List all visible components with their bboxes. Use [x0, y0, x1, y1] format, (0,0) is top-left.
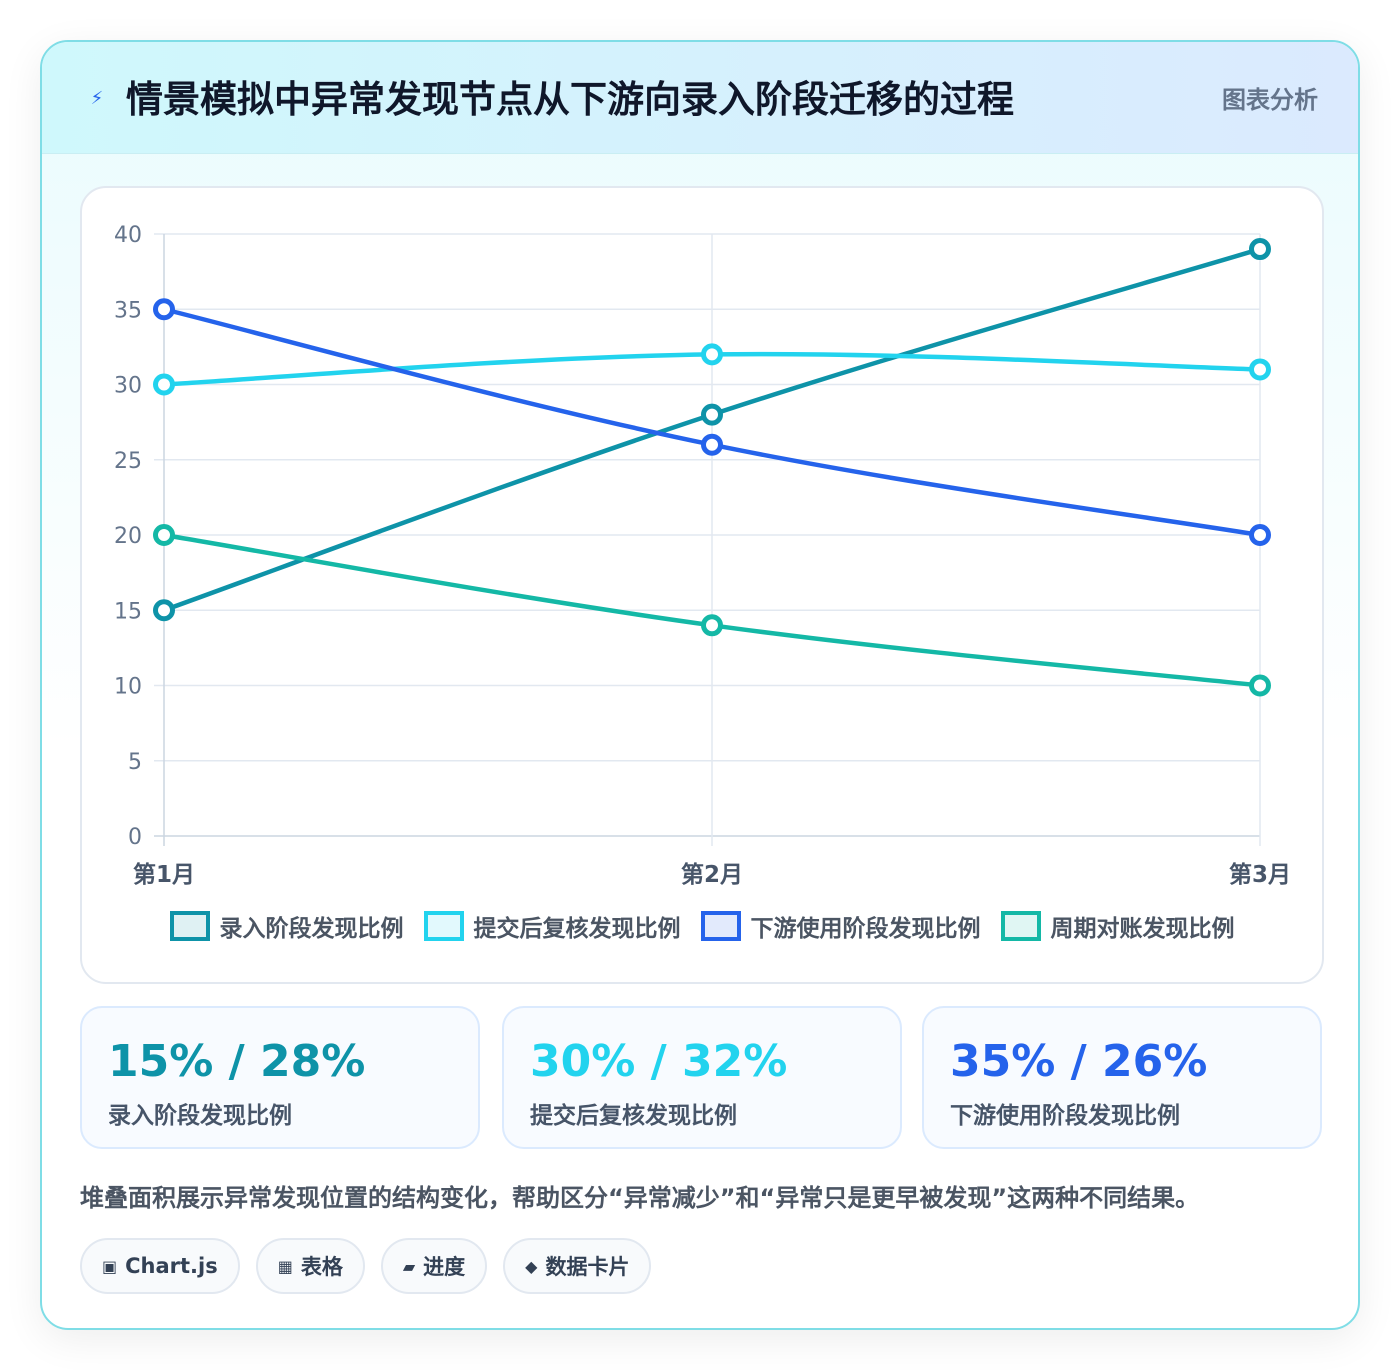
- lightning-icon: ⚡: [90, 88, 104, 109]
- data-point: [1249, 358, 1271, 381]
- stat-value: 35% / 26%: [950, 1036, 1208, 1087]
- data-point: [701, 403, 723, 426]
- chart-legend: 录入阶段发现比例 提交后复核发现比例 下游使用阶段发现比例 周期对账发现比例: [82, 906, 1322, 946]
- card-header: ⚡ 情景模拟中异常发现节点从下游向录入阶段迁移的过程 图表分析: [42, 42, 1358, 154]
- chip-label: 进度: [423, 1255, 466, 1279]
- y-tick-label: 5: [128, 750, 142, 775]
- y-tick-label: 25: [114, 449, 142, 474]
- legend-label: 录入阶段发现比例: [219, 916, 404, 942]
- chip-data-card[interactable]: ◆ 数据卡片: [503, 1238, 652, 1294]
- data-point: [153, 298, 175, 321]
- y-tick-label: 0: [128, 825, 142, 850]
- legend-swatch: [700, 911, 741, 941]
- table-icon: ▦: [277, 1256, 293, 1276]
- legend-item[interactable]: 录入阶段发现比例: [169, 909, 404, 943]
- chip-progress[interactable]: ▰ 进度: [380, 1238, 488, 1294]
- header-tag: 图表分析: [1222, 86, 1318, 114]
- stat-value: 15% / 28%: [108, 1036, 366, 1087]
- data-point: [153, 599, 175, 622]
- y-tick-label: 40: [114, 223, 142, 248]
- legend-item[interactable]: 提交后复核发现比例: [423, 909, 681, 943]
- stat-value: 30% / 32%: [530, 1036, 788, 1087]
- stat-label: 录入阶段发现比例: [108, 1103, 292, 1129]
- legend-label: 提交后复核发现比例: [473, 916, 681, 942]
- stat-label: 提交后复核发现比例: [530, 1103, 737, 1129]
- chip-label: Chart.js: [125, 1254, 218, 1278]
- chart-icon: ▣: [102, 1256, 118, 1276]
- y-tick-label: 20: [114, 524, 142, 549]
- chip-label: 数据卡片: [545, 1255, 630, 1279]
- legend-item[interactable]: 周期对账发现比例: [1000, 909, 1235, 943]
- chip-table[interactable]: ▦ 表格: [255, 1238, 365, 1294]
- data-point: [701, 343, 723, 366]
- page-title: 情景模拟中异常发现节点从下游向录入阶段迁移的过程: [126, 78, 1014, 121]
- diamond-icon: ◆: [525, 1256, 538, 1276]
- chart-description: 堆叠面积展示异常发现位置的结构变化，帮助区分“异常减少”和“异常只是更早被发现”…: [80, 1184, 1200, 1212]
- legend-swatch: [169, 911, 210, 941]
- data-point: [701, 433, 723, 456]
- chart-container: 0 5 10 15 20 25 30 35 40 第1月 第2月 第3月 录入阶段发现比例 提交后复核发…: [80, 186, 1324, 984]
- data-point: [153, 373, 175, 396]
- x-tick-label: 第3月: [1229, 861, 1291, 888]
- chip-label: 表格: [300, 1255, 343, 1279]
- legend-item[interactable]: 下游使用阶段发现比例: [700, 909, 981, 943]
- legend-label: 周期对账发现比例: [1050, 916, 1235, 942]
- legend-label: 下游使用阶段发现比例: [750, 916, 981, 942]
- stat-label: 下游使用阶段发现比例: [950, 1103, 1180, 1129]
- data-point: [1249, 524, 1271, 546]
- stat-card-entry: 15% / 28% 录入阶段发现比例: [80, 1006, 480, 1149]
- data-point: [1249, 238, 1271, 261]
- chart-card: ⚡ 情景模拟中异常发现节点从下游向录入阶段迁移的过程 图表分析 0 5 10 15 20…: [40, 40, 1360, 1330]
- chip-chartjs[interactable]: ▣ Chart.js: [80, 1238, 240, 1294]
- progress-icon: ▰: [402, 1256, 416, 1276]
- data-point: [701, 614, 723, 637]
- data-point: [1249, 674, 1271, 697]
- stat-card-review: 30% / 32% 提交后复核发现比例: [502, 1006, 902, 1149]
- y-tick-label: 15: [114, 599, 142, 624]
- y-tick-label: 35: [114, 298, 142, 323]
- legend-swatch: [1000, 911, 1041, 941]
- y-tick-label: 10: [114, 675, 142, 700]
- y-tick-label: 30: [114, 374, 142, 399]
- x-tick-label: 第1月: [133, 861, 195, 888]
- x-tick-label: 第2月: [681, 861, 743, 888]
- line-chart: 0 5 10 15 20 25 30 35 40 第1月 第2月 第3月: [114, 223, 1291, 888]
- legend-swatch: [423, 911, 464, 941]
- stat-card-downstream: 35% / 26% 下游使用阶段发现比例: [922, 1006, 1322, 1149]
- data-point: [153, 524, 175, 546]
- tech-chips: ▣ Chart.js ▦ 表格 ▰ 进度 ◆ 数据卡片: [80, 1238, 652, 1294]
